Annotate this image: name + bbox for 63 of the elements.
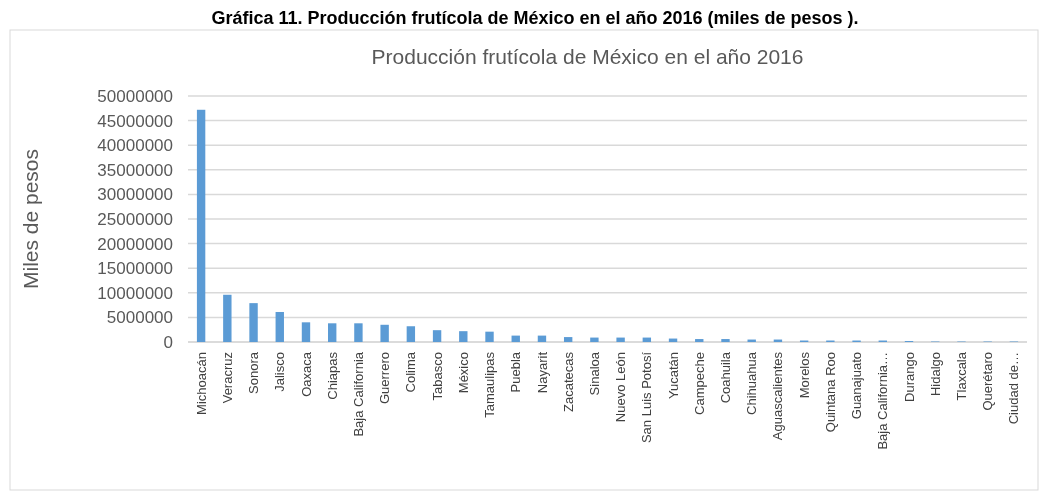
x-tick-label: Michoacán: [193, 352, 209, 415]
x-tick-label: Guanajuato: [849, 352, 865, 420]
x-tick-label: México: [455, 352, 471, 394]
bar: [721, 339, 730, 342]
x-tick-label: Tamaulipas: [482, 351, 498, 418]
x-tick-label: Querétaro: [980, 352, 996, 411]
bar: [223, 294, 232, 342]
bar: [563, 337, 573, 342]
bar: [380, 324, 389, 342]
bar: [301, 322, 311, 342]
x-tick-label: Morelos: [796, 351, 812, 399]
x-tick-label: Baja California: [350, 351, 366, 437]
bar: [590, 337, 599, 342]
x-tick-label: Colima: [403, 351, 419, 393]
x-tick-label: Puebla: [508, 351, 524, 393]
x-tick-label: Durango: [901, 352, 917, 402]
y-tick-label: 15000000: [97, 259, 173, 279]
x-tick-label: Chiapas: [324, 351, 340, 400]
y-tick-label: 30000000: [97, 185, 173, 205]
bar: [354, 323, 363, 342]
x-tick-label: Ciudad de…: [1006, 352, 1022, 425]
x-tick-label: Baja California…: [875, 352, 891, 450]
x-tick-label: Jalisco: [272, 352, 288, 392]
y-tick-label: 10000000: [97, 283, 173, 303]
y-tick-label: 5000000: [106, 308, 173, 328]
x-tick-label: Aguascalientes: [770, 351, 786, 441]
x-tick-label: Coahuila: [718, 351, 734, 404]
x-tick-label: Veracruz: [219, 352, 235, 404]
bar: [616, 337, 625, 342]
y-tick-label: 40000000: [97, 136, 173, 156]
chart-title: Gráfica 11. Producción frutícola de México en el año 2016 (miles de pesos ).: [211, 8, 859, 28]
bar: [196, 109, 206, 342]
y-tick-label: 25000000: [97, 209, 173, 229]
bar: [249, 303, 258, 342]
x-tick-label: Quintana Roo: [822, 352, 838, 433]
bar: [459, 331, 468, 342]
x-tick-label: Chihuahua: [744, 351, 760, 415]
y-tick-label: 20000000: [97, 234, 173, 254]
bar: [275, 311, 284, 342]
y-tick-label: 45000000: [97, 111, 173, 131]
x-tick-label: Oaxaca: [298, 351, 314, 397]
x-tick-label: Tlaxcala: [954, 351, 969, 401]
x-tick-label: Nuevo León: [613, 352, 629, 423]
x-tick-label: Nayarit: [534, 351, 550, 394]
y-tick-label: 0: [163, 332, 173, 352]
x-tick-label: Guerrero: [377, 352, 393, 405]
x-tick-label: Sonora: [246, 351, 262, 394]
y-tick-label: 35000000: [97, 160, 173, 180]
x-tick-label: Yucatán: [665, 352, 681, 399]
x-tick-label: Hidalgo: [927, 352, 943, 397]
chart-subtitle: Producción frutícola de México en el año 2016: [371, 45, 804, 68]
x-tick-label: San Luis Potosí: [639, 351, 655, 444]
x-tick-label: Sinaloa: [586, 351, 602, 396]
bar: [406, 326, 416, 342]
x-tick-label: Campeche: [691, 352, 707, 415]
bar: [695, 339, 704, 342]
bar: [485, 331, 494, 342]
bar: [432, 330, 442, 342]
y-tick-label: 50000000: [97, 86, 173, 106]
x-tick-label: Tabasco: [429, 352, 445, 401]
y-axis-title: Miles de pesos: [19, 148, 42, 290]
bar: [328, 323, 337, 342]
x-tick-label: Zacatecas: [560, 351, 576, 412]
